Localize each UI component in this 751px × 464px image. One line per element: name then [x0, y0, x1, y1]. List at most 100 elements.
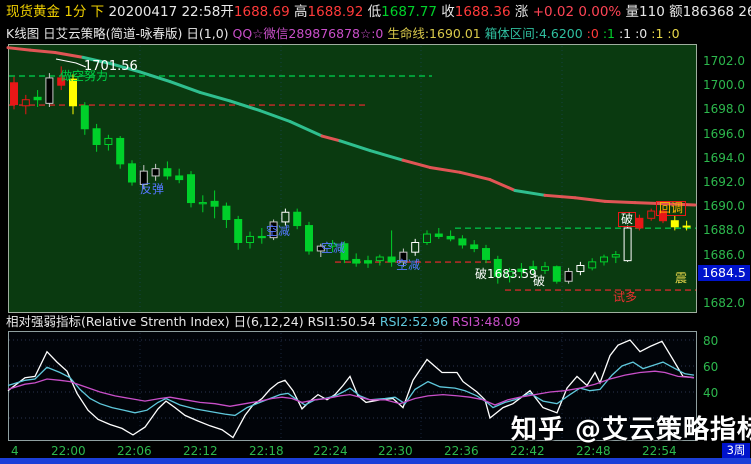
title-segment: 20200417 22:58: [108, 4, 221, 20]
rsi-line-RSI1: [7, 339, 695, 439]
lifeline-ma: [488, 178, 517, 192]
rsi-tick: 80: [703, 334, 719, 348]
title-segment: 现货黄金 1分 下: [6, 4, 109, 20]
lifeline-ma: [258, 109, 292, 123]
candle-body: [352, 258, 361, 264]
candle-body: [57, 77, 66, 86]
indicator-segment: K线图: [6, 26, 44, 41]
time-axis[interactable]: 22:00 22:06 22:12 22:18 22:24 22:30 22:36 22:42…: [0, 443, 751, 458]
candle-body: [611, 254, 620, 258]
lifeline-ma: [28, 48, 57, 55]
candle-body: [576, 264, 585, 273]
lifeline-ma: [320, 134, 342, 143]
price-tick: 1692.0: [703, 175, 745, 189]
lifeline-ma: [168, 80, 202, 94]
candle-body: [493, 258, 502, 277]
time-tick[interactable]: 22:00: [51, 444, 86, 458]
lifeline-ma: [108, 61, 142, 74]
rsi-header-bar[interactable]: 相对强弱指标(Relative Strenth Index) 日(6,12,24…: [6, 314, 751, 330]
time-tick[interactable]: 22:12: [183, 444, 218, 458]
candle-body: [45, 77, 54, 104]
candle-body: [198, 202, 207, 205]
lifeline-ma: [543, 193, 577, 200]
candle-body: [364, 260, 372, 264]
title-segment: 1688.36: [454, 4, 515, 20]
rsi-tick: 40: [703, 386, 719, 400]
candle-body: [399, 251, 408, 263]
indicator-segment: :0: [586, 26, 603, 41]
period-tag-3week[interactable]: 3周: [722, 443, 750, 458]
price-tick: 1702.0: [703, 54, 745, 68]
candle-body: [210, 200, 219, 207]
annotation-label: 震: [675, 271, 688, 285]
candle-body: [175, 175, 184, 181]
rsi-header-segment: RSI2:52.96: [379, 314, 453, 329]
annotation-label: 空减: [396, 258, 421, 272]
annotation-label: 试多: [613, 290, 638, 304]
candle-body: [623, 227, 632, 262]
candle-body: [482, 248, 490, 260]
candle-body: [517, 268, 526, 273]
time-tick[interactable]: 22:06: [117, 444, 152, 458]
annotation-label: 破: [618, 212, 637, 227]
candle-body: [340, 243, 349, 260]
lifeline-ma: [401, 158, 432, 169]
quote-title-bar: 现货黄金 1分 下 20200417 22:58开1688.69 高1688.9…: [6, 3, 751, 21]
candle-body: [257, 235, 266, 239]
rsi-tick: 60: [703, 360, 719, 374]
lifeline-ma: [368, 149, 405, 162]
time-tick[interactable]: 22:30: [378, 444, 413, 458]
candle-body: [128, 163, 136, 183]
title-segment: 额186368 267718: [669, 4, 751, 20]
candle-body: [305, 225, 313, 252]
annotation-label: 破1683.59: [475, 267, 537, 281]
title-segment: 1688.69: [233, 4, 295, 20]
candle-body: [21, 99, 30, 107]
title-segment: 低: [367, 4, 382, 20]
annotation-label: 做空努力: [60, 69, 109, 83]
candle-body: [187, 174, 195, 204]
time-tick[interactable]: 22:18: [249, 444, 284, 458]
lifeline-ma: [458, 170, 492, 182]
candle-body: [446, 235, 455, 240]
lifeline-ma: [53, 51, 85, 59]
candle-body: [647, 210, 656, 219]
time-tick[interactable]: 22:36: [444, 444, 479, 458]
lifeline-ma: [428, 165, 462, 174]
candle-body: [470, 244, 479, 250]
candle-body: [316, 245, 325, 252]
price-tick: 1696.0: [703, 126, 745, 141]
time-tick[interactable]: 22:54: [642, 444, 677, 458]
annotation-label: 破: [533, 274, 546, 288]
annotation-pointer-line: [55, 58, 87, 68]
indicator-settings-bar[interactable]: K线图 日艾云策略(简道-咏春版) 日(1,0) QQ☆微信289876878☆…: [6, 25, 751, 42]
candle-body: [552, 266, 561, 282]
rsi-line-RSI3: [7, 370, 695, 407]
annotation-label: 回调: [656, 201, 687, 216]
annotation-label: 空减: [266, 224, 291, 238]
candle-body: [116, 137, 125, 165]
candle-body: [328, 243, 337, 247]
candle-body: [246, 235, 254, 243]
indicator-segment: 箱体区间:4.6200: [484, 26, 587, 41]
candle-body: [588, 261, 597, 269]
candle-body: [163, 168, 172, 177]
candle-body: [151, 168, 160, 177]
time-tick[interactable]: 22:48: [576, 444, 611, 458]
rsi-chart-pane[interactable]: [8, 331, 697, 441]
lifeline-ma: [663, 202, 697, 207]
indicator-segment: :0: [635, 26, 652, 41]
lifeline-ma: [513, 188, 547, 197]
indicator-segment: QQ☆微信289876878☆:0: [232, 26, 388, 41]
candle-body: [635, 217, 644, 229]
lifeline-ma: [138, 70, 172, 84]
title-segment: 量110: [625, 4, 670, 20]
time-tick[interactable]: 22:42: [510, 444, 545, 458]
annotation-label: 空减: [321, 241, 346, 255]
candle-body: [529, 266, 538, 270]
candle-body: [600, 256, 608, 263]
lifeline-ma: [198, 90, 232, 103]
time-tick[interactable]: 22:24: [313, 444, 348, 458]
